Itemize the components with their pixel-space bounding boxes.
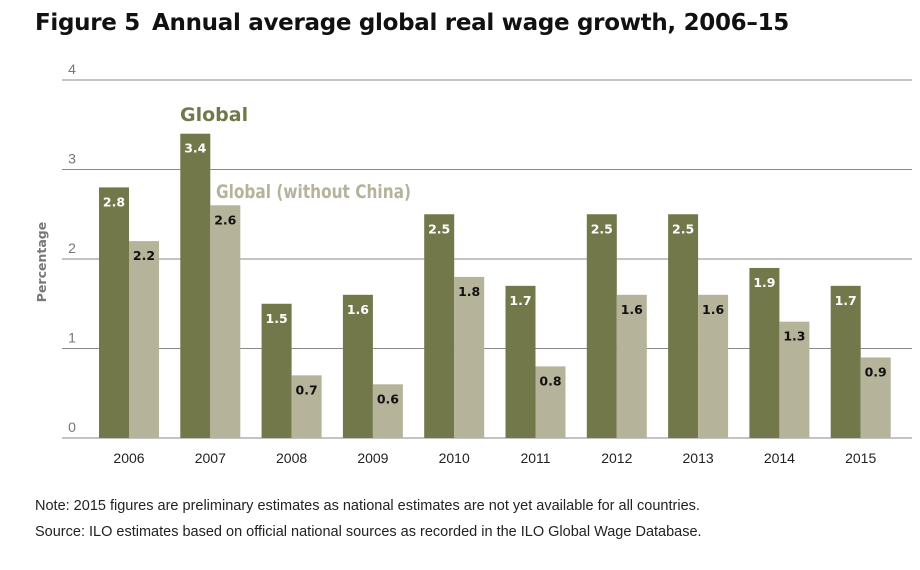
bar-value-label: 1.7 [509, 293, 531, 308]
x-tick-label: 2011 [520, 450, 550, 466]
bar-value-label: 1.3 [783, 329, 805, 344]
chart-note: Note: 2015 figures are preliminary estim… [35, 498, 700, 514]
bar-value-label: 2.5 [428, 221, 450, 236]
bar-global [749, 267, 780, 438]
bar-global-without-china [860, 357, 891, 438]
bar-global [261, 303, 292, 438]
bar-global [99, 187, 129, 438]
y-tick-label: 4 [68, 61, 76, 77]
y-axis-ticks: 0 1 2 3 4 [68, 61, 76, 435]
bar-value-label: 1.9 [753, 275, 775, 290]
x-tick-label: 2012 [601, 450, 632, 466]
y-axis-label: Percentage [34, 222, 49, 302]
bar-value-label: 1.6 [347, 302, 369, 317]
x-tick-label: 2015 [845, 450, 876, 466]
bar-chart: 0 1 2 3 4 Percentage 2.8 2.2 3.4 2.6 1.5 0.7 1.6 0.… [34, 61, 912, 466]
x-tick-label: 2014 [764, 450, 795, 466]
y-tick-label: 3 [68, 151, 76, 167]
figure-title: Figure 5 Annual average global real wage … [35, 10, 789, 36]
y-tick-label: 0 [68, 419, 76, 435]
bar-global-without-china [372, 384, 403, 438]
bar-global [668, 214, 699, 438]
bar-value-label: 1.7 [835, 293, 857, 308]
x-tick-label: 2010 [439, 450, 470, 466]
bar-global [180, 133, 211, 438]
x-axis-ticks: 2006 2007 2008 2009 2010 2011 2012 2013 2014 2015 [113, 450, 876, 466]
legend-label-global: Global [180, 104, 248, 126]
bar-global-without-china [454, 276, 485, 438]
bar-value-label: 0.9 [865, 364, 887, 379]
bar-global [424, 214, 455, 438]
figure-label: Figure 5 [35, 10, 140, 36]
bar-global-without-china [779, 321, 810, 438]
legend: Global Global (without China) [180, 104, 411, 203]
bar-value-label: 2.5 [591, 221, 613, 236]
bar-value-label: 3.4 [184, 141, 206, 156]
bar-global-without-china [210, 205, 241, 438]
x-tick-label: 2013 [683, 450, 714, 466]
x-tick-label: 2007 [195, 450, 226, 466]
bar-value-label: 2.5 [672, 221, 694, 236]
bar-value-label: 1.5 [266, 311, 288, 326]
x-tick-label: 2006 [113, 450, 144, 466]
bar-global [830, 285, 861, 438]
bar-value-label: 2.2 [133, 248, 155, 263]
y-tick-label: 2 [68, 240, 76, 256]
bar-value-label: 0.6 [377, 391, 399, 406]
y-tick-label: 1 [68, 330, 76, 346]
bar-global [505, 285, 536, 438]
legend-label-global-without-china: Global (without China) [216, 181, 411, 203]
bar-global-without-china [291, 375, 322, 438]
bar-value-label: 2.8 [103, 194, 125, 209]
bar-global-without-china [616, 294, 647, 438]
bar-value-label: 1.6 [621, 302, 643, 317]
bar-value-label: 0.7 [296, 382, 318, 397]
x-tick-label: 2008 [276, 450, 307, 466]
figure-title-text: Annual average global real wage growth, … [152, 10, 789, 36]
bars: 2.8 2.2 3.4 2.6 1.5 0.7 1.6 0.6 2.5 1.8 1.7 0.8 2.5 1… [99, 133, 891, 438]
chart-source: Source: ILO estimates based on official … [35, 524, 702, 540]
bar-global [342, 294, 373, 438]
bar-global-without-china [698, 294, 729, 438]
bar-global-without-china [129, 241, 159, 438]
bar-global-without-china [535, 366, 566, 438]
bar-value-label: 1.8 [458, 284, 480, 299]
x-tick-label: 2009 [357, 450, 388, 466]
bar-value-label: 1.6 [702, 302, 724, 317]
bar-value-label: 2.6 [214, 212, 236, 227]
bar-value-label: 0.8 [539, 373, 561, 388]
bar-global [586, 214, 617, 438]
